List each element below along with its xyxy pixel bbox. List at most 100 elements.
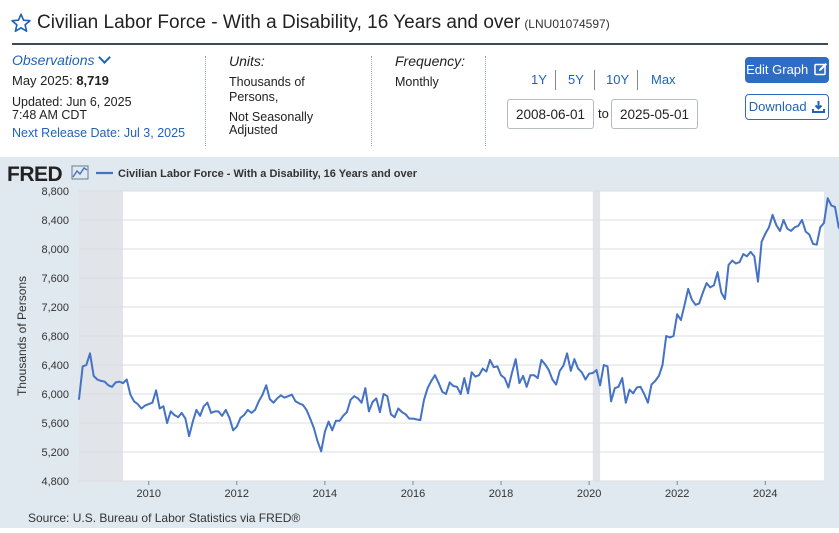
data-point [683, 303, 686, 306]
data-point [716, 271, 719, 274]
data-point [764, 232, 767, 235]
range-10y-button[interactable]: 10Y [606, 72, 630, 87]
observations-panel: Observations May 2025: 8,719 Updated: Ju… [12, 51, 186, 141]
download-button[interactable]: Download [745, 94, 829, 120]
data-point [346, 411, 348, 413]
x-tick-label: 2018 [489, 488, 513, 500]
range-separator [594, 70, 595, 90]
y-tick-label: 8,000 [41, 244, 69, 256]
data-point [133, 400, 135, 403]
data-point [327, 420, 330, 423]
data-point [503, 377, 506, 379]
data-point [213, 410, 216, 413]
y-axis-ticks: 4,800 5,200 5,600 6,000 6,400 6,800 7,200 7,600… [41, 186, 69, 488]
range-5y-button[interactable]: 5Y [568, 72, 584, 87]
data-point [647, 401, 649, 404]
data-point [705, 282, 708, 284]
data-point [749, 251, 752, 253]
start-date-input[interactable]: 2008-06-01 [507, 99, 594, 129]
data-point [577, 367, 579, 370]
data-point [382, 393, 385, 395]
data-point [801, 219, 803, 221]
x-tick-label: 2020 [577, 488, 601, 500]
y-tick-label: 8,800 [41, 186, 69, 198]
data-point [364, 387, 367, 390]
data-point [232, 429, 235, 432]
fred-logo-text: FRED [7, 163, 63, 186]
data-point [555, 383, 557, 386]
edit-graph-button[interactable]: Edit Graph [745, 57, 829, 83]
download-label: Download [748, 99, 807, 114]
data-point [786, 227, 789, 230]
data-point [823, 222, 825, 224]
data-point [397, 407, 400, 410]
data-point [643, 393, 646, 395]
data-point [353, 395, 356, 398]
data-point [162, 405, 165, 408]
data-point [665, 335, 668, 337]
data-point [114, 381, 117, 384]
y-tick-label: 5,200 [41, 447, 69, 459]
data-point [184, 417, 187, 420]
data-point [309, 417, 312, 420]
data-point [536, 377, 539, 379]
x-tick-label: 2014 [313, 488, 337, 500]
data-point [724, 298, 726, 300]
data-point [151, 401, 154, 404]
data-point [500, 374, 502, 377]
data-point [709, 286, 712, 289]
data-point [467, 392, 469, 395]
data-point [720, 291, 723, 294]
data-point [272, 401, 275, 404]
data-point [349, 398, 352, 401]
star-icon[interactable] [10, 12, 32, 34]
data-point [815, 243, 818, 246]
chevron-down-icon[interactable] [98, 51, 112, 64]
data-point [628, 388, 631, 391]
units-line-2: Persons, [229, 90, 279, 104]
data-point [551, 378, 554, 381]
data-point [371, 401, 374, 403]
range-separator [637, 70, 638, 90]
series-id: (LNU01074597) [524, 17, 610, 31]
data-point [437, 382, 440, 384]
data-point [544, 363, 546, 366]
chart-panel: FRED Civilian Labor Force - With a Disab… [0, 157, 839, 528]
range-max-button[interactable]: Max [651, 72, 676, 87]
data-point [357, 397, 359, 400]
data-point [122, 382, 124, 384]
data-point [569, 369, 572, 372]
data-point [287, 395, 290, 398]
series-title: Civilian Labor Force - With a Disability… [37, 12, 521, 33]
date-range-to-label: to [598, 106, 609, 121]
x-tick-label: 2010 [136, 488, 160, 500]
data-point [654, 380, 657, 382]
y-tick-label: 8,400 [41, 215, 69, 227]
data-point [291, 393, 293, 396]
data-point [210, 412, 213, 414]
data-point [140, 407, 143, 410]
page-title: Civilian Labor Force - With a Disability… [37, 12, 610, 34]
data-point [265, 384, 268, 387]
data-point [595, 369, 598, 371]
data-point [305, 409, 308, 411]
y-tick-label: 6,800 [41, 331, 69, 343]
range-1y-button[interactable]: 1Y [531, 72, 547, 87]
data-point [573, 358, 576, 361]
data-point [518, 382, 521, 384]
data-point [558, 369, 561, 372]
observations-link[interactable]: Observations [12, 52, 95, 68]
observations-dropdown[interactable]: Observations [12, 51, 185, 71]
legend-label: Civilian Labor Force - With a Disability… [118, 168, 418, 180]
data-point [610, 400, 612, 403]
data-point [415, 418, 418, 421]
data-point [602, 364, 605, 366]
units-panel: Units: Thousands of Persons, Not Seasona… [229, 54, 313, 138]
fred-logo[interactable]: FRED [7, 163, 89, 186]
data-point [669, 336, 671, 339]
data-point [261, 393, 264, 396]
data-point [235, 425, 238, 428]
data-point [591, 372, 594, 374]
next-release-date[interactable]: Next Release Date: Jul 3, 2025 [12, 126, 186, 140]
end-date-input[interactable]: 2025-05-01 [611, 99, 698, 129]
